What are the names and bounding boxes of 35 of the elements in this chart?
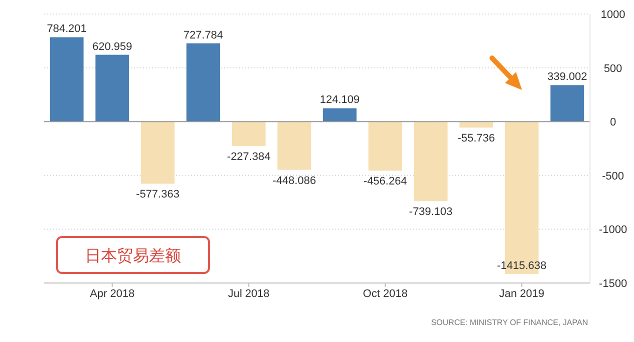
x-tick-label: Apr 2018 bbox=[90, 288, 135, 300]
bar bbox=[95, 54, 130, 122]
bar bbox=[322, 108, 357, 122]
x-tick-label: Jan 2019 bbox=[499, 288, 544, 300]
bar bbox=[277, 122, 312, 170]
bar bbox=[459, 122, 494, 128]
bar bbox=[50, 37, 84, 122]
data-label: -227.384 bbox=[227, 151, 270, 164]
bar bbox=[368, 122, 402, 171]
data-label: 339.002 bbox=[547, 71, 588, 84]
data-label: -1415.638 bbox=[496, 260, 547, 272]
bar bbox=[414, 122, 448, 202]
y-tick-label: 500 bbox=[604, 62, 622, 75]
annotation: 日本贸易差额 bbox=[85, 247, 181, 265]
y-tick-label: -500 bbox=[602, 170, 624, 182]
data-label: -739.103 bbox=[409, 206, 452, 218]
data-label: -577.363 bbox=[136, 188, 180, 201]
data-label: 727.784 bbox=[183, 29, 224, 42]
bar bbox=[550, 85, 584, 122]
data-label: 124.109 bbox=[320, 94, 360, 106]
bar bbox=[140, 122, 175, 184]
data-label: -55.736 bbox=[458, 132, 495, 145]
data-label: -448.086 bbox=[272, 174, 316, 187]
x-tick-label: Oct 2018 bbox=[362, 288, 408, 300]
source-note: SOURCE: MINISTRY OF FINANCE, JAPAN bbox=[431, 318, 588, 327]
y-tick-label: 0 bbox=[610, 116, 616, 129]
bar bbox=[232, 122, 266, 146]
data-label: -456.264 bbox=[364, 176, 407, 188]
y-tick-label: 1000 bbox=[600, 9, 626, 21]
x-tick-label: Jul 2018 bbox=[228, 288, 270, 300]
data-label: 620.959 bbox=[92, 40, 132, 53]
y-tick-label: -1000 bbox=[598, 224, 628, 236]
y-tick-label: -1500 bbox=[598, 278, 628, 290]
bar bbox=[186, 43, 220, 122]
data-label: 784.201 bbox=[46, 23, 87, 36]
